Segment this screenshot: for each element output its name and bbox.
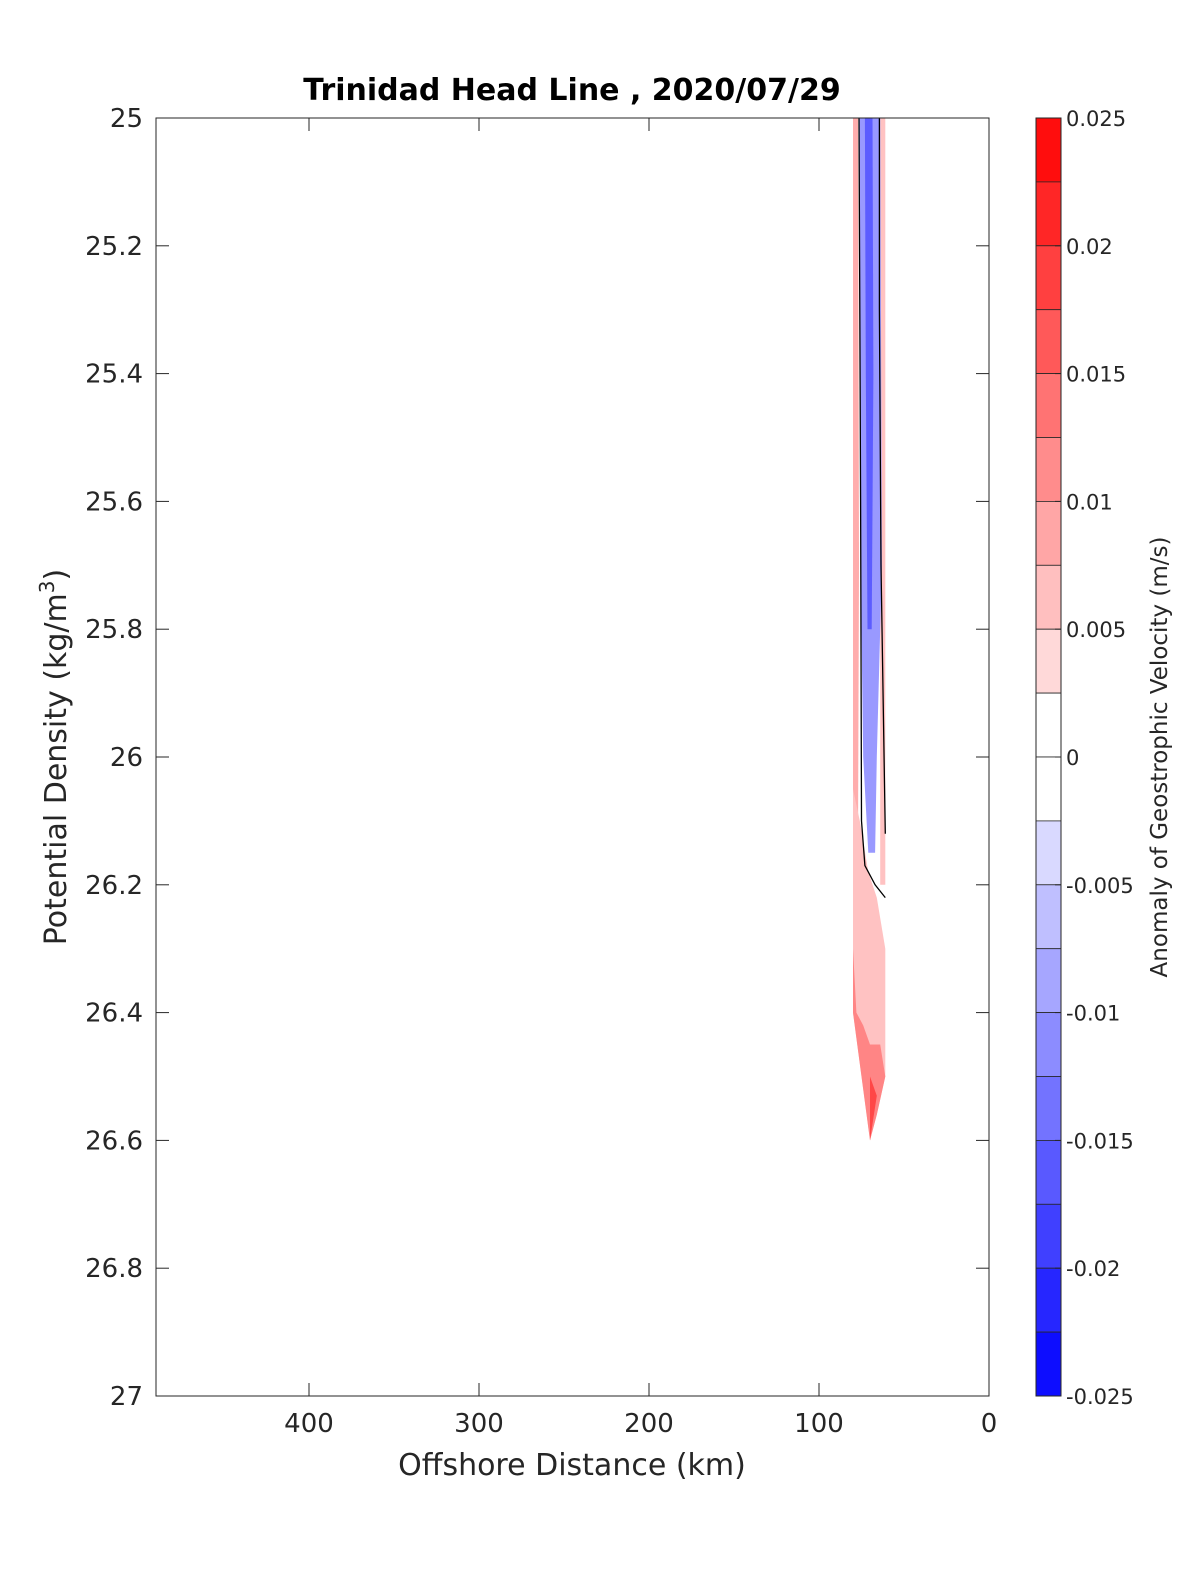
y-axis-label: Potential Density (kg/m3): [35, 569, 74, 945]
chart-title: Trinidad Head Line , 2020/07/29: [303, 73, 840, 108]
colorbar: 0.025 0.02 0.015 0.01 0.005 0 -0.005 -0.01 -0.01…: [1035, 107, 1173, 1409]
contour-region-positive-anomaly-east-strip: [880, 118, 886, 885]
colorbar-tick-label: -0.015: [1066, 1129, 1134, 1153]
y-tick-label: 26.2: [85, 871, 143, 901]
colorbar-band: [1035, 564, 1062, 630]
colorbar-tick-label: -0.01: [1066, 1002, 1120, 1026]
y-axis-label-superscript: 3: [35, 580, 59, 593]
colorbar-ticks: [1055, 117, 1061, 1397]
y-tick-label: 25: [110, 104, 143, 134]
colorbar-band: [1035, 692, 1062, 758]
axis-ticks: [156, 117, 990, 1397]
colorbar-tick-label: -0.025: [1066, 1385, 1134, 1409]
colorbar-band: [1035, 1076, 1062, 1141]
y-axis-label-close: ): [39, 569, 74, 581]
x-tick-label: 0: [981, 1409, 998, 1439]
plot-background: [156, 118, 989, 1396]
colorbar-band: [1035, 500, 1062, 566]
colorbar-band: [1035, 756, 1062, 822]
x-tick-label: 400: [284, 1409, 334, 1439]
contour-regions: [853, 118, 886, 1141]
colorbar-band: [1035, 820, 1062, 886]
zero-contours: [858, 117, 886, 899]
colorbar-band: [1035, 245, 1062, 311]
colorbar-band: [1035, 309, 1062, 375]
y-tick-label: 25.2: [85, 232, 143, 262]
zero-contour-east: [878, 118, 886, 834]
y-tick-label: 26.6: [85, 1126, 143, 1156]
x-tick-label: 200: [624, 1409, 674, 1439]
x-axis-tick-labels: 400 300 200 100 0: [284, 1409, 997, 1439]
x-axis-label: Offshore Distance (km): [398, 1448, 746, 1483]
x-tick-label: 100: [794, 1409, 844, 1439]
y-tick-label: 25.4: [85, 360, 143, 390]
contour-region-negative-anomaly-core-strong: [864, 118, 874, 630]
colorbar-band: [1035, 181, 1062, 247]
colorbar-band: [1035, 884, 1062, 950]
colorbar-band: [1035, 117, 1062, 183]
y-axis-tick-labels: 25 25.2 25.4 25.6 25.8 26 26.2 26.4 26.6 26.8 27: [85, 104, 143, 1412]
colorbar-tick-label: -0.005: [1066, 874, 1134, 898]
colorbar-tick-label: -0.02: [1066, 1257, 1120, 1281]
x-tick-label: 300: [454, 1409, 504, 1439]
y-tick-label: 27: [110, 1382, 143, 1412]
y-tick-label: 25.6: [85, 487, 143, 517]
colorbar-tick-labels: 0.025 0.02 0.015 0.01 0.005 0 -0.005 -0.01 -0.01…: [1066, 107, 1134, 1409]
colorbar-tick-label: 0.005: [1066, 618, 1126, 642]
colorbar-band: [1035, 628, 1062, 694]
colorbar-band: [1035, 1331, 1062, 1397]
colorbar-band: [1035, 1203, 1062, 1269]
colorbar-band: [1035, 1140, 1062, 1205]
y-tick-label: 26: [110, 743, 143, 773]
plot-area: [155, 117, 990, 1397]
y-tick-label: 26.4: [85, 999, 143, 1029]
y-axis-label-main: Potential Density (kg/m: [39, 593, 74, 945]
y-tick-label: 25.8: [85, 615, 143, 645]
colorbar-band: [1035, 1267, 1062, 1333]
colorbar-band: [1035, 1012, 1062, 1077]
contour-region-positive-anomaly-deep-lobe-mid: [853, 948, 886, 1141]
colorbar-band: [1035, 373, 1062, 438]
y-tick-label: 26.8: [85, 1254, 143, 1284]
zero-contour-west: [858, 117, 886, 899]
colorbar-tick-label: 0: [1066, 746, 1079, 770]
colorbar-band: [1035, 948, 1062, 1014]
colorbar-tick-label: 0.01: [1066, 490, 1113, 514]
colorbar-tick-label: 0.02: [1066, 235, 1113, 259]
contour-region-positive-anomaly-west-strip: [853, 118, 859, 821]
colorbar-label: Anomaly of Geostrophic Velocity (m/s): [1147, 537, 1173, 978]
colorbar-tick-label: 0.025: [1066, 107, 1126, 131]
colorbar-band: [1035, 437, 1062, 502]
colorbar-tick-label: 0.015: [1066, 363, 1126, 387]
contour-region-positive-anomaly-deep-lobe-strong: [870, 1076, 877, 1141]
